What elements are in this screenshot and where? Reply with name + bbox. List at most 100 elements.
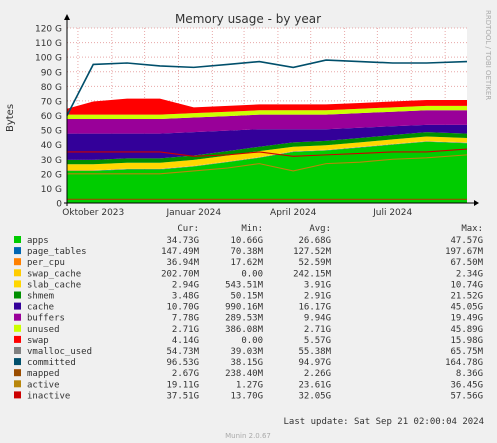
legend-min: 386.08M — [225, 325, 264, 335]
legend-name: committed — [27, 358, 76, 368]
legend-cur: 37.51G — [166, 391, 199, 401]
legend-cur: 202.70M — [161, 269, 200, 279]
legend-cur: 4.14G — [172, 336, 199, 346]
legend-cur: 19.11G — [166, 380, 199, 390]
area-cache — [67, 124, 467, 160]
legend-max: 19.49G — [450, 314, 483, 324]
area-buffers — [67, 110, 467, 134]
legend-min: 39.03M — [230, 347, 263, 357]
legend-avg: 127.52M — [293, 247, 332, 257]
y-axis-arrow — [64, 14, 70, 20]
y-tick-labels: 0 10 G 20 G 30 G 40 G 50 G 60 G 70 G 80 G 90 G 100… — [35, 25, 62, 210]
legend-cur: 147.49M — [161, 247, 200, 257]
y-tick-label: 20 G — [41, 170, 62, 180]
legend-header: Cur: — [177, 224, 199, 234]
footer: Munin 2.0.67 — [225, 432, 271, 440]
legend-max: 45.89G — [450, 325, 483, 335]
y-tick-label: 10 G — [41, 185, 62, 195]
legend-swatch — [14, 335, 21, 343]
area-shmem — [67, 132, 467, 165]
legend-name: swap — [27, 336, 49, 346]
legend-avg: 2.91G — [304, 292, 331, 302]
legend-avg: 16.17G — [298, 303, 331, 313]
legend-min: 70.38M — [230, 247, 263, 257]
legend-min: 38.15G — [230, 358, 263, 368]
legend-name: cache — [27, 303, 54, 313]
legend-cur: 7.78G — [172, 314, 199, 324]
legend-cur: 2.67G — [172, 369, 199, 379]
legend-cur: 36.94M — [166, 258, 199, 268]
y-tick-label: 80 G — [41, 83, 62, 93]
y-tick-label: 40 G — [41, 141, 62, 151]
x-tick-label: Juli 2024 — [372, 208, 412, 218]
legend-swatch — [14, 236, 21, 243]
y-tick-label: 120 G — [35, 25, 62, 35]
legend-name: slab_cache — [27, 280, 81, 290]
legend-cur: 96.53G — [166, 358, 199, 368]
legend-min: 10.66G — [230, 236, 263, 246]
legend-header: Avg: — [309, 224, 331, 234]
legend-name: vmalloc_used — [27, 347, 92, 357]
area-page-tables — [67, 141, 467, 171]
legend-swatch — [14, 347, 21, 354]
legend-min: 50.15M — [230, 292, 263, 302]
legend-swatch — [14, 358, 21, 366]
legend-min: 0.00 — [241, 269, 263, 279]
legend-cur: 2.94G — [172, 280, 199, 290]
x-tick-label: Oktober 2023 — [62, 208, 124, 218]
legend-min: 990.16M — [225, 303, 264, 313]
legend-swatch — [14, 324, 21, 332]
legend-name: active — [27, 380, 60, 390]
legend-max: 57.56G — [450, 391, 483, 401]
legend-avg: 32.05G — [298, 391, 331, 401]
legend-avg: 242.15M — [293, 269, 332, 279]
x-tick-label: April 2024 — [270, 208, 317, 218]
y-tick-label: 100 G — [35, 54, 62, 64]
legend-max: 197.67M — [445, 247, 484, 257]
legend-max: 47.57G — [450, 236, 483, 246]
line-committed — [66, 59, 468, 116]
legend-min: 17.62M — [230, 258, 263, 268]
legend: Cur: Min: Avg: Max: apps 34.73G 10.66G 26.68G 47… — [14, 224, 484, 401]
y-tick-label: 60 G — [41, 112, 62, 122]
stacked-areas — [67, 98, 467, 203]
legend-swatch — [14, 291, 21, 299]
legend-swatch — [14, 369, 21, 377]
legend-max: 15.98G — [450, 336, 483, 346]
legend-max: 21.52G — [450, 292, 483, 302]
legend-max: 10.74G — [450, 280, 483, 290]
legend-avg: 2.71G — [304, 325, 331, 335]
legend-min: 13.70G — [230, 391, 263, 401]
legend-min: 289.53M — [225, 314, 264, 324]
legend-max: 65.75M — [450, 347, 483, 357]
legend-swatch — [14, 313, 21, 321]
legend-header: Min: — [241, 224, 263, 234]
legend-swatch — [14, 247, 21, 255]
legend-max: 2.34G — [456, 269, 483, 279]
legend-cur: 54.73M — [166, 347, 199, 357]
legend-cur: 34.73G — [166, 236, 199, 246]
legend-avg: 23.61G — [298, 380, 331, 390]
legend-swatch — [14, 269, 21, 277]
chart-title: Memory usage - by year — [175, 12, 321, 26]
y-tick-label: 50 G — [41, 127, 62, 137]
legend-avg: 2.26G — [304, 369, 331, 379]
legend-min: 1.27G — [236, 380, 263, 390]
legend-swatch — [14, 302, 21, 310]
legend-avg: 55.38M — [298, 347, 331, 357]
area-apps — [67, 141, 467, 203]
series-lines — [66, 59, 468, 200]
legend-header: Max: — [461, 224, 483, 234]
legend-cur: 2.71G — [172, 325, 199, 335]
legend-name: page_tables — [27, 247, 87, 257]
last-update: Last update: Sat Sep 21 02:00:04 2024 — [284, 417, 484, 427]
legend-min: 543.51M — [225, 280, 264, 290]
area-swap — [67, 98, 467, 115]
legend-avg: 26.68G — [298, 236, 331, 246]
x-tick-label: Januar 2024 — [165, 208, 221, 218]
legend-min: 0.00 — [241, 336, 263, 346]
legend-name: per_cpu — [27, 258, 65, 268]
area-unused — [67, 105, 467, 119]
legend-max: 45.05G — [450, 303, 483, 313]
legend-name: apps — [27, 236, 49, 246]
